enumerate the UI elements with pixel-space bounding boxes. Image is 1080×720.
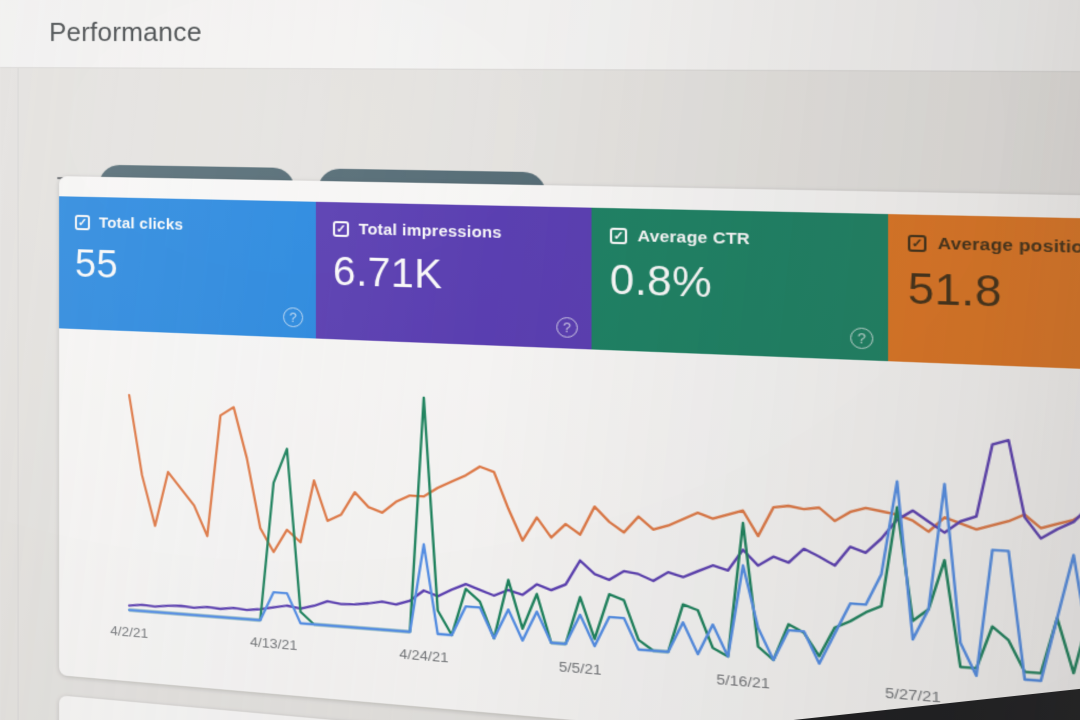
x-axis-tick-label: 4/24/21 [399,646,448,666]
metric-card-total-clicks[interactable]: ✓ Total clicks 55 ? [59,196,316,339]
help-icon[interactable]: ? [556,316,578,339]
sidebar-edge-line [17,68,19,720]
page-title: Performance [49,16,202,48]
metric-card-value: 6.71K [332,250,443,298]
x-axis-tick-label: 4/13/21 [250,634,297,654]
x-axis-tick-label: 5/27/21 [885,684,941,706]
metric-card-average-ctr[interactable]: ✓ Average CTR 0.8% ? [591,207,889,362]
help-icon[interactable]: ? [283,307,304,328]
metric-card-value: 0.8% [609,257,713,307]
metric-card-total-impressions[interactable]: ✓ Total impressions 6.71K ? [315,201,592,350]
metric-card-average-position[interactable]: ✓ Average position 51.8 ? [888,214,1080,374]
checkbox-checked-icon[interactable]: ✓ [332,220,350,238]
checkbox-checked-icon[interactable]: ✓ [609,227,628,245]
x-axis-tick-label: 5/16/21 [716,671,769,692]
help-icon[interactable]: ? [850,327,874,350]
performance-panel: ✓ Total clicks 55 ? ✓ Total impressions … [59,176,1080,720]
metric-card-label: Total clicks [98,214,184,234]
metric-card-label: Total impressions [358,220,502,243]
checkbox-checked-icon[interactable]: ✓ [907,234,927,253]
performance-line-chart[interactable]: 4/2/21 4/13/21 4/24/21 5/5/21 5/16/21 5/27/21… [69,333,1080,720]
header: Performance [0,0,1080,74]
metric-card-value: 55 [74,243,118,287]
checkbox-checked-icon[interactable]: ✓ [74,214,90,231]
chart-canvas: 4/2/21 4/13/21 4/24/21 5/5/21 5/16/21 5/27/21… [110,333,1080,720]
x-axis-tick-label: 5/5/21 [559,658,602,678]
x-axis-tick-label: 4/2/21 [110,623,148,642]
metric-card-value: 51.8 [907,266,1002,317]
metric-card-label: Average position [937,234,1080,258]
metric-card-label: Average CTR [637,227,750,249]
